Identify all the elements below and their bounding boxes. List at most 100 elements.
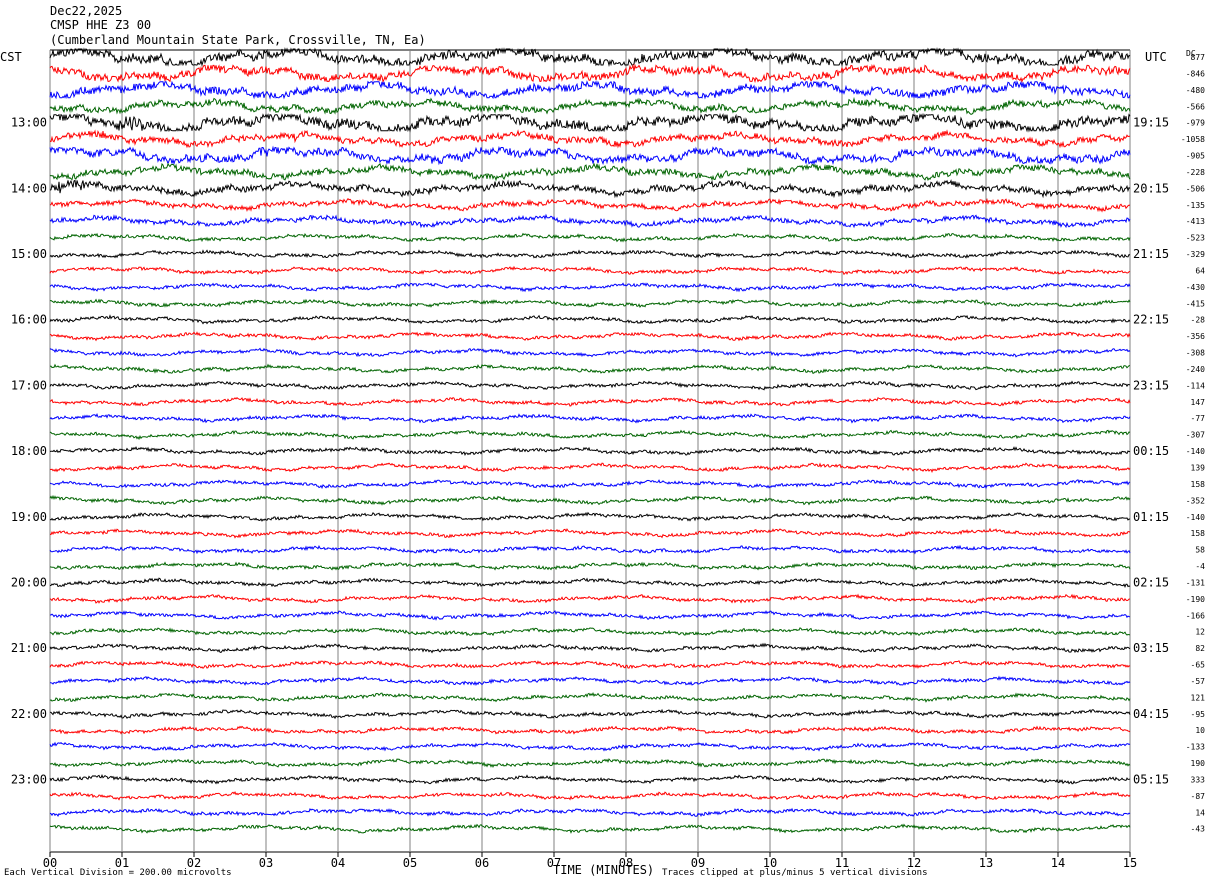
dc-offset-label: -190 (1186, 595, 1205, 604)
x-tick-label: 13 (979, 856, 993, 870)
dc-offset-label: 64 (1195, 266, 1205, 275)
left-hour-label: 18:00 (11, 444, 47, 458)
left-hour-label: 14:00 (11, 181, 47, 195)
trace-line (49, 823, 1131, 834)
trace-line (49, 708, 1131, 720)
dc-offset-label: -1058 (1181, 135, 1205, 144)
x-tick-label: 12 (907, 856, 921, 870)
trace-line (49, 314, 1131, 325)
trace-line (49, 527, 1131, 539)
trace-line (49, 758, 1131, 768)
x-axis-title: TIME (MINUTES) (553, 863, 655, 877)
right-hour-label: 04:15 (1133, 707, 1169, 721)
left-hour-label: 21:00 (11, 641, 47, 655)
x-tick-label: 10 (763, 856, 777, 870)
left-hour-label: 17:00 (11, 378, 47, 392)
trace-line (49, 790, 1131, 801)
dc-offset-label: -979 (1186, 119, 1205, 128)
dc-offset-label: -905 (1186, 152, 1205, 161)
trace-line (49, 96, 1131, 115)
trace-line (49, 331, 1131, 342)
trace-line (49, 479, 1131, 490)
x-tick-label: 02 (187, 856, 201, 870)
trace-line (49, 63, 1131, 84)
trace-line (49, 462, 1131, 473)
trace-line (49, 675, 1131, 687)
dc-offset-label: -114 (1186, 381, 1205, 390)
dc-offset-label: -43 (1191, 825, 1206, 834)
dc-offset-label: 58 (1195, 546, 1205, 555)
trace-line (49, 494, 1131, 506)
dc-offset-label: 139 (1191, 464, 1206, 473)
dc-offset-label: -131 (1186, 578, 1205, 587)
dc-offset-label: -133 (1186, 743, 1205, 752)
right-hour-label: 23:15 (1133, 378, 1169, 392)
dc-offset-label: -28 (1191, 316, 1206, 325)
trace-line (49, 145, 1131, 166)
dc-offset-label: -140 (1186, 447, 1205, 456)
dc-offset-label: -166 (1186, 611, 1205, 620)
dc-offset-label: -65 (1191, 661, 1206, 670)
trace-line (49, 396, 1131, 407)
x-tick-label: 01 (115, 856, 129, 870)
dc-offset-label: -228 (1186, 168, 1205, 177)
trace-line (49, 561, 1131, 571)
station-location: (Cumberland Mountain State Park, Crossvi… (50, 33, 426, 47)
dc-offset-label: -329 (1186, 250, 1205, 259)
left-hour-label: 19:00 (11, 510, 47, 524)
trace-line (49, 129, 1131, 149)
dc-offset-label: 147 (1191, 398, 1206, 407)
right-hour-label: 02:15 (1133, 575, 1169, 589)
trace-line (49, 642, 1131, 654)
scale-note: Each Vertical Division = 200.00 microvol… (4, 868, 232, 878)
trace-line (49, 610, 1131, 621)
x-tick-label: 15 (1123, 856, 1137, 870)
dc-offset-label: -413 (1186, 217, 1205, 226)
trace-line (49, 577, 1131, 588)
trace-line (49, 265, 1131, 276)
dc-offset-label: 158 (1191, 480, 1206, 489)
trace-line (49, 544, 1131, 555)
trace-line (49, 741, 1131, 752)
x-tick-label: 05 (403, 856, 417, 870)
left-hour-label: 15:00 (11, 247, 47, 261)
dc-offset-label: -87 (1191, 792, 1206, 801)
dc-offset-label: 121 (1191, 693, 1206, 702)
dc-offset-label: -307 (1186, 431, 1205, 440)
trace-line (49, 80, 1131, 100)
dc-offset-label: -77 (1191, 414, 1206, 423)
trace-line (49, 807, 1131, 818)
dc-offset-label: 10 (1195, 726, 1205, 735)
left-hour-label: 22:00 (11, 707, 47, 721)
dc-offset-label: 333 (1191, 775, 1206, 784)
dc-offset-label: 14 (1195, 808, 1205, 817)
x-tick-label: 03 (259, 856, 273, 870)
record-date: Dec22,2025 (50, 4, 123, 18)
x-tick-label: 08 (619, 856, 633, 870)
trace-line (49, 347, 1131, 358)
x-tick-label: 06 (475, 856, 489, 870)
dc-offset-label: -57 (1191, 677, 1206, 686)
left-hour-label: 13:00 (11, 116, 47, 130)
dc-offset-label: -135 (1186, 201, 1205, 210)
trace-line (49, 363, 1131, 374)
dc-offset-label: -140 (1186, 513, 1205, 522)
trace-line (49, 691, 1131, 703)
dc-offset-label: -566 (1186, 102, 1205, 111)
trace-line (49, 725, 1131, 735)
trace-line (49, 47, 1131, 67)
trace-line (49, 593, 1131, 604)
dc-offset-label: -846 (1186, 69, 1205, 78)
x-tick-label: 14 (1051, 856, 1065, 870)
dc-offset-label: -95 (1191, 710, 1206, 719)
dc-offset-label: 82 (1195, 644, 1205, 653)
right-hour-label: 21:15 (1133, 247, 1169, 261)
trace-line (49, 627, 1131, 637)
dc-offset-label: 12 (1195, 628, 1205, 637)
dc-offset-label: -240 (1186, 365, 1205, 374)
dc-offset-label: -356 (1186, 332, 1205, 341)
dc-offset-label: -4 (1195, 562, 1205, 571)
left-hour-label: 20:00 (11, 575, 47, 589)
x-tick-label: 11 (835, 856, 849, 870)
trace-line (49, 446, 1131, 457)
